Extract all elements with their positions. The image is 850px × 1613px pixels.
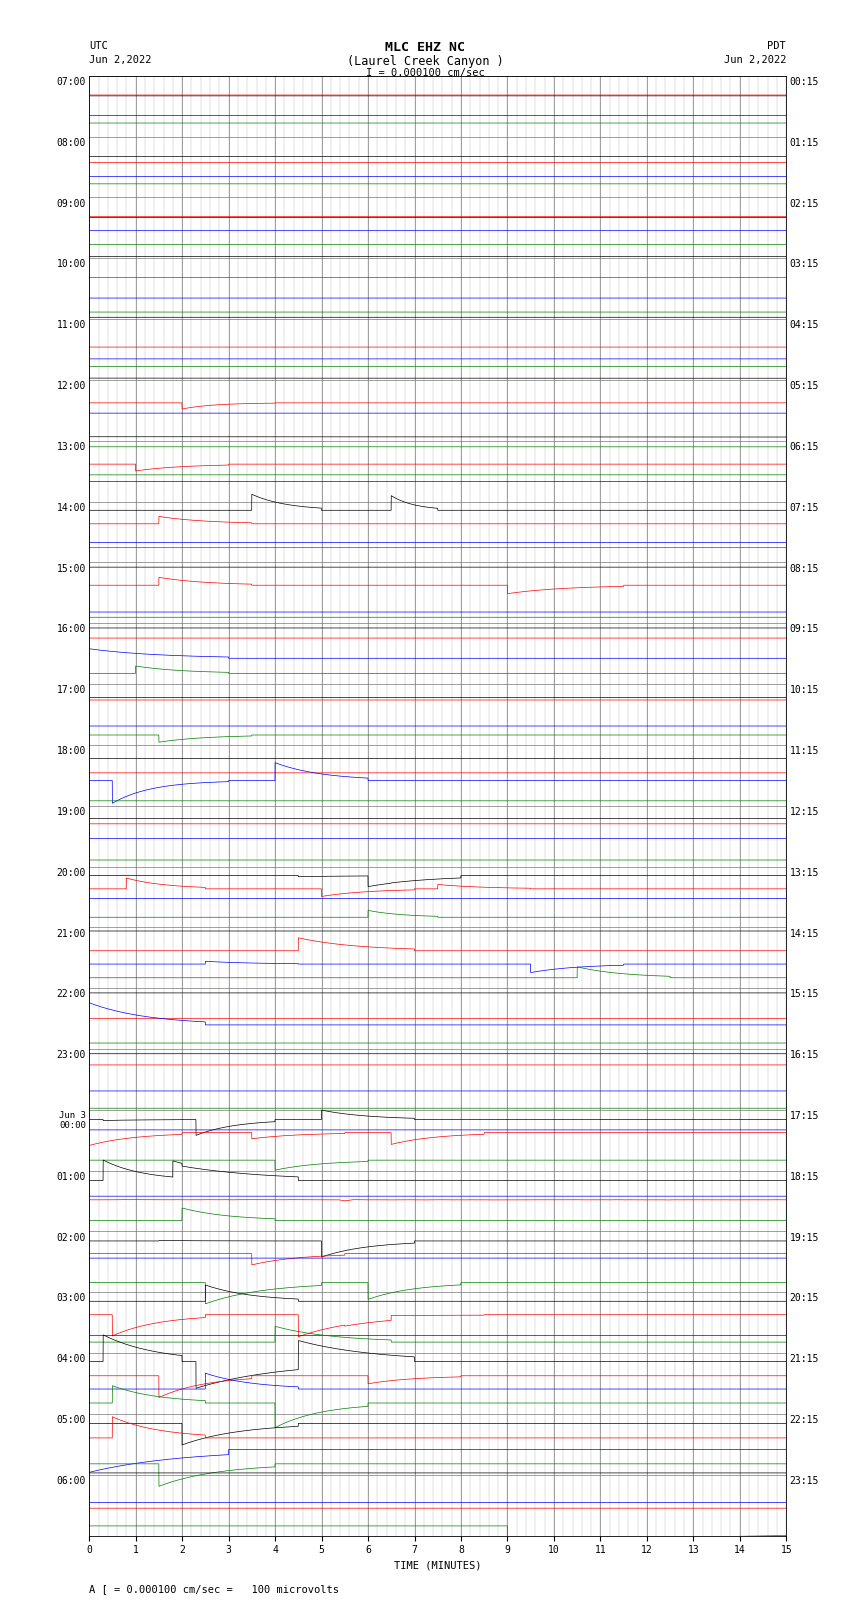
Text: (Laurel Creek Canyon ): (Laurel Creek Canyon ) (347, 55, 503, 68)
Text: 08:00: 08:00 (56, 137, 86, 148)
Text: Jun 2,2022: Jun 2,2022 (723, 55, 786, 65)
Text: 05:00: 05:00 (56, 1415, 86, 1426)
Text: 01:15: 01:15 (790, 137, 819, 148)
Text: MLC EHZ NC: MLC EHZ NC (385, 40, 465, 55)
Text: 08:15: 08:15 (790, 563, 819, 574)
Text: 22:00: 22:00 (56, 989, 86, 1000)
Text: 15:00: 15:00 (56, 563, 86, 574)
Text: 10:00: 10:00 (56, 260, 86, 269)
Text: 21:00: 21:00 (56, 929, 86, 939)
Text: PDT: PDT (768, 40, 786, 52)
Text: 03:15: 03:15 (790, 260, 819, 269)
Text: 16:00: 16:00 (56, 624, 86, 634)
Text: 00:15: 00:15 (790, 77, 819, 87)
Text: 05:15: 05:15 (790, 381, 819, 390)
Text: 02:15: 02:15 (790, 198, 819, 208)
Text: 21:15: 21:15 (790, 1355, 819, 1365)
Text: 19:15: 19:15 (790, 1232, 819, 1242)
Text: 14:15: 14:15 (790, 929, 819, 939)
Text: 14:00: 14:00 (56, 503, 86, 513)
Text: 12:00: 12:00 (56, 381, 86, 390)
Text: 09:00: 09:00 (56, 198, 86, 208)
Text: 06:15: 06:15 (790, 442, 819, 452)
Text: 17:00: 17:00 (56, 686, 86, 695)
Text: 13:00: 13:00 (56, 442, 86, 452)
Text: 12:15: 12:15 (790, 806, 819, 816)
Text: 10:15: 10:15 (790, 686, 819, 695)
Text: I = 0.000100 cm/sec: I = 0.000100 cm/sec (366, 68, 484, 77)
Text: UTC: UTC (89, 40, 108, 52)
Text: 07:15: 07:15 (790, 503, 819, 513)
Text: 16:15: 16:15 (790, 1050, 819, 1060)
Text: 11:00: 11:00 (56, 321, 86, 331)
Text: 18:00: 18:00 (56, 747, 86, 756)
Text: 20:00: 20:00 (56, 868, 86, 877)
Text: 11:15: 11:15 (790, 747, 819, 756)
Text: 07:00: 07:00 (56, 77, 86, 87)
Text: 04:15: 04:15 (790, 321, 819, 331)
X-axis label: TIME (MINUTES): TIME (MINUTES) (394, 1561, 481, 1571)
Text: 23:15: 23:15 (790, 1476, 819, 1486)
Text: A [ = 0.000100 cm/sec =   100 microvolts: A [ = 0.000100 cm/sec = 100 microvolts (89, 1584, 339, 1594)
Text: 00:00: 00:00 (59, 1121, 86, 1129)
Text: 22:15: 22:15 (790, 1415, 819, 1426)
Text: 03:00: 03:00 (56, 1294, 86, 1303)
Text: 18:15: 18:15 (790, 1173, 819, 1182)
Text: 13:15: 13:15 (790, 868, 819, 877)
Text: Jun 2,2022: Jun 2,2022 (89, 55, 152, 65)
Text: 04:00: 04:00 (56, 1355, 86, 1365)
Text: 20:15: 20:15 (790, 1294, 819, 1303)
Text: 06:00: 06:00 (56, 1476, 86, 1486)
Text: Jun 3: Jun 3 (59, 1111, 86, 1119)
Text: 01:00: 01:00 (56, 1173, 86, 1182)
Text: 17:15: 17:15 (790, 1111, 819, 1121)
Text: 19:00: 19:00 (56, 806, 86, 816)
Text: 23:00: 23:00 (56, 1050, 86, 1060)
Text: 09:15: 09:15 (790, 624, 819, 634)
Text: 15:15: 15:15 (790, 989, 819, 1000)
Text: 02:00: 02:00 (56, 1232, 86, 1242)
